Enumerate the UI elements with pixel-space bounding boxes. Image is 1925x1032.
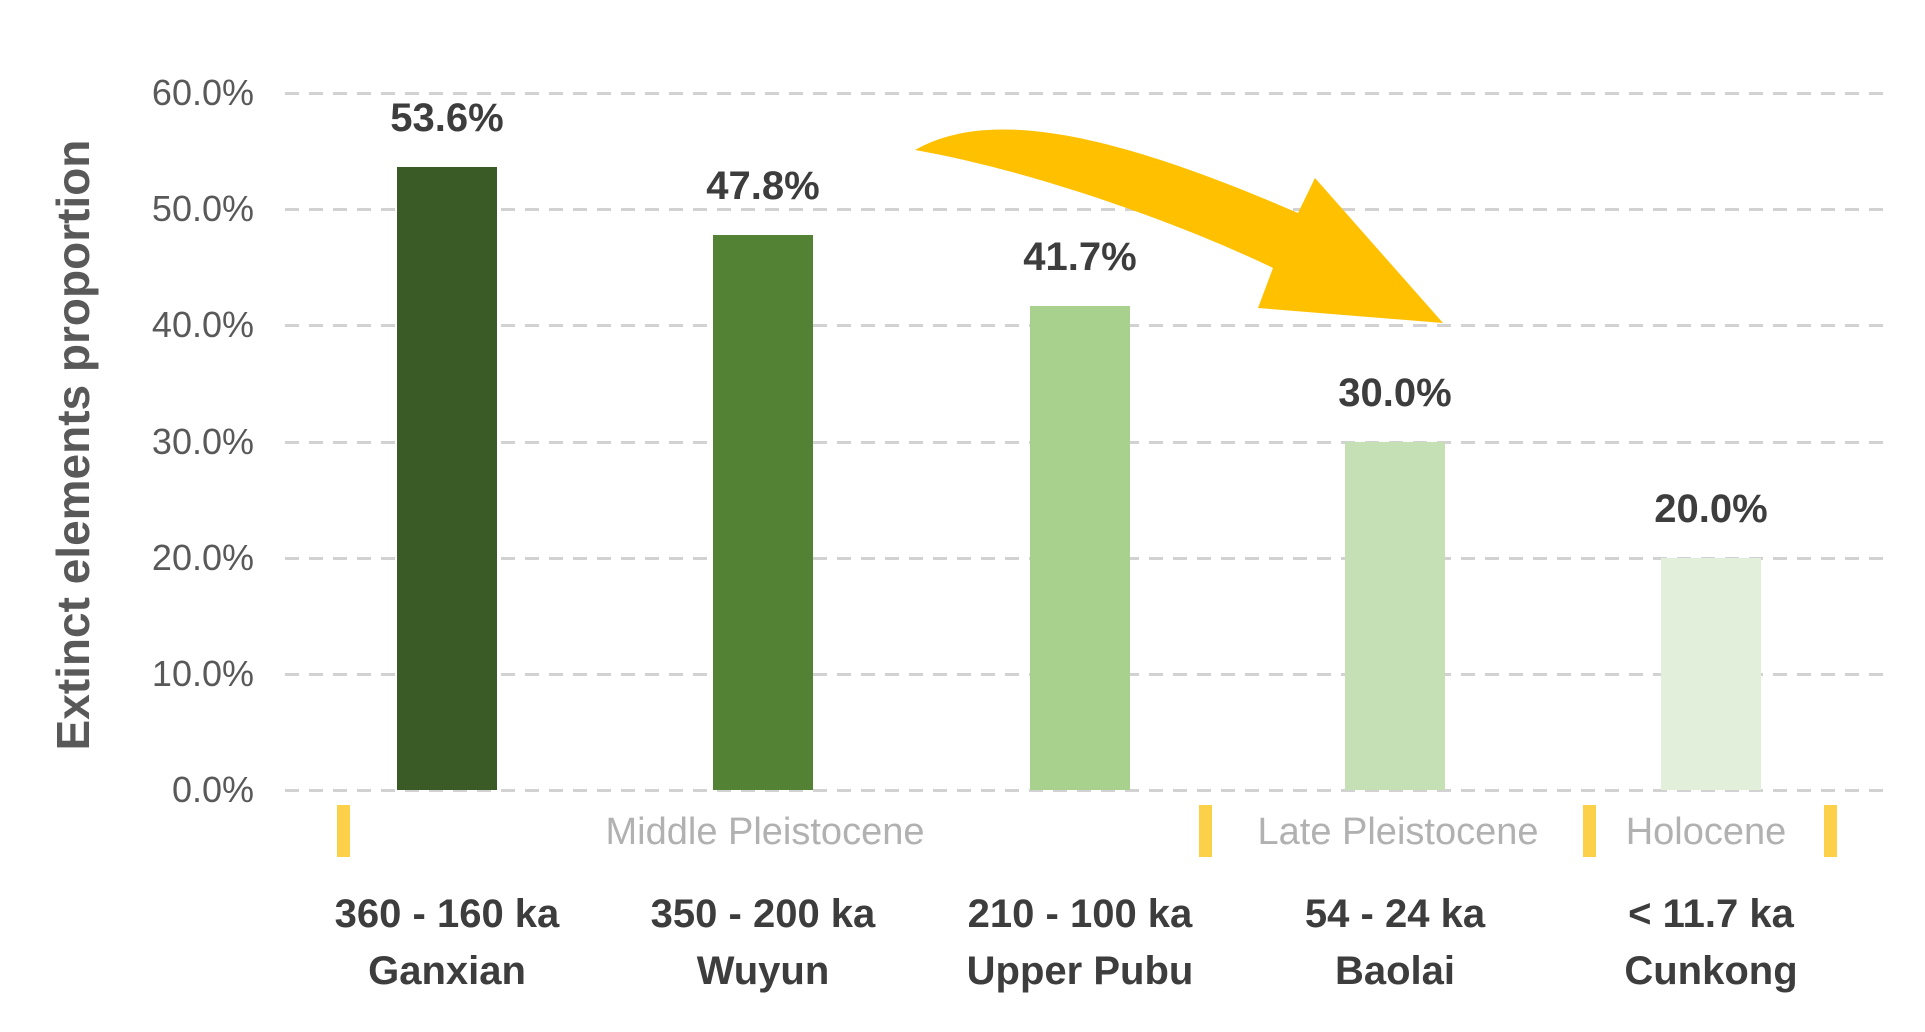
bar-wuyun <box>713 234 813 790</box>
y-tick-label: 50.0% <box>151 188 254 230</box>
bar-value-label: 20.0% <box>1654 486 1768 531</box>
gridline <box>285 92 1888 95</box>
category-label: 210 - 100 ka Upper Pubu <box>900 886 1260 1000</box>
bar-value-label: 47.8% <box>706 163 820 208</box>
category-site: Ganxian <box>368 949 526 993</box>
epoch-divider-marker <box>1583 805 1596 857</box>
epoch-label: Late Pleistocene <box>1257 811 1539 853</box>
category-label: 350 - 200 ka Wuyun <box>583 886 943 1000</box>
bar-value-label: 30.0% <box>1338 370 1452 415</box>
gridline <box>285 208 1888 212</box>
category-period: 350 - 200 ka <box>650 892 876 936</box>
category-site: Wuyun <box>696 949 830 993</box>
y-tick-label: 20.0% <box>151 536 254 578</box>
category-period: 54 - 24 ka <box>1304 892 1486 936</box>
category-site: Upper Pubu <box>966 949 1194 993</box>
category-label: < 11.7 ka Cunkong <box>1531 886 1891 1000</box>
category-period: 210 - 100 ka <box>967 892 1193 936</box>
y-tick-label: 10.0% <box>151 652 254 694</box>
bar-cunkong <box>1661 557 1761 790</box>
epoch-label: Middle Pleistocene <box>605 811 925 853</box>
epoch-divider-marker <box>337 805 350 857</box>
bar-upper-pubu <box>1030 305 1130 790</box>
y-tick-label: 60.0% <box>151 72 254 113</box>
category-site: Baolai <box>1334 949 1456 993</box>
bar-value-label: 53.6% <box>390 96 504 141</box>
epoch-label: Holocene <box>1625 811 1787 853</box>
bar-value-label: 41.7% <box>1023 234 1137 279</box>
category-period: 360 - 160 ka <box>334 892 560 936</box>
gridline <box>285 789 1888 792</box>
bar-baolai <box>1345 441 1445 790</box>
y-tick-label: 30.0% <box>151 420 254 462</box>
y-tick-label: 40.0% <box>151 304 254 346</box>
category-label: 54 - 24 ka Baolai <box>1215 886 1575 1000</box>
epoch-divider-marker <box>1199 805 1212 857</box>
epoch-divider-marker <box>1824 805 1837 857</box>
category-label: 360 - 160 ka Ganxian <box>267 886 627 1000</box>
category-period: < 11.7 ka <box>1628 892 1794 936</box>
trend-arrow-icon <box>915 129 1443 323</box>
bar-ganxian <box>397 167 497 790</box>
trend-arrow-shape <box>915 129 1443 323</box>
category-site: Cunkong <box>1624 949 1798 993</box>
y-tick-label: 0.0% <box>171 769 254 810</box>
